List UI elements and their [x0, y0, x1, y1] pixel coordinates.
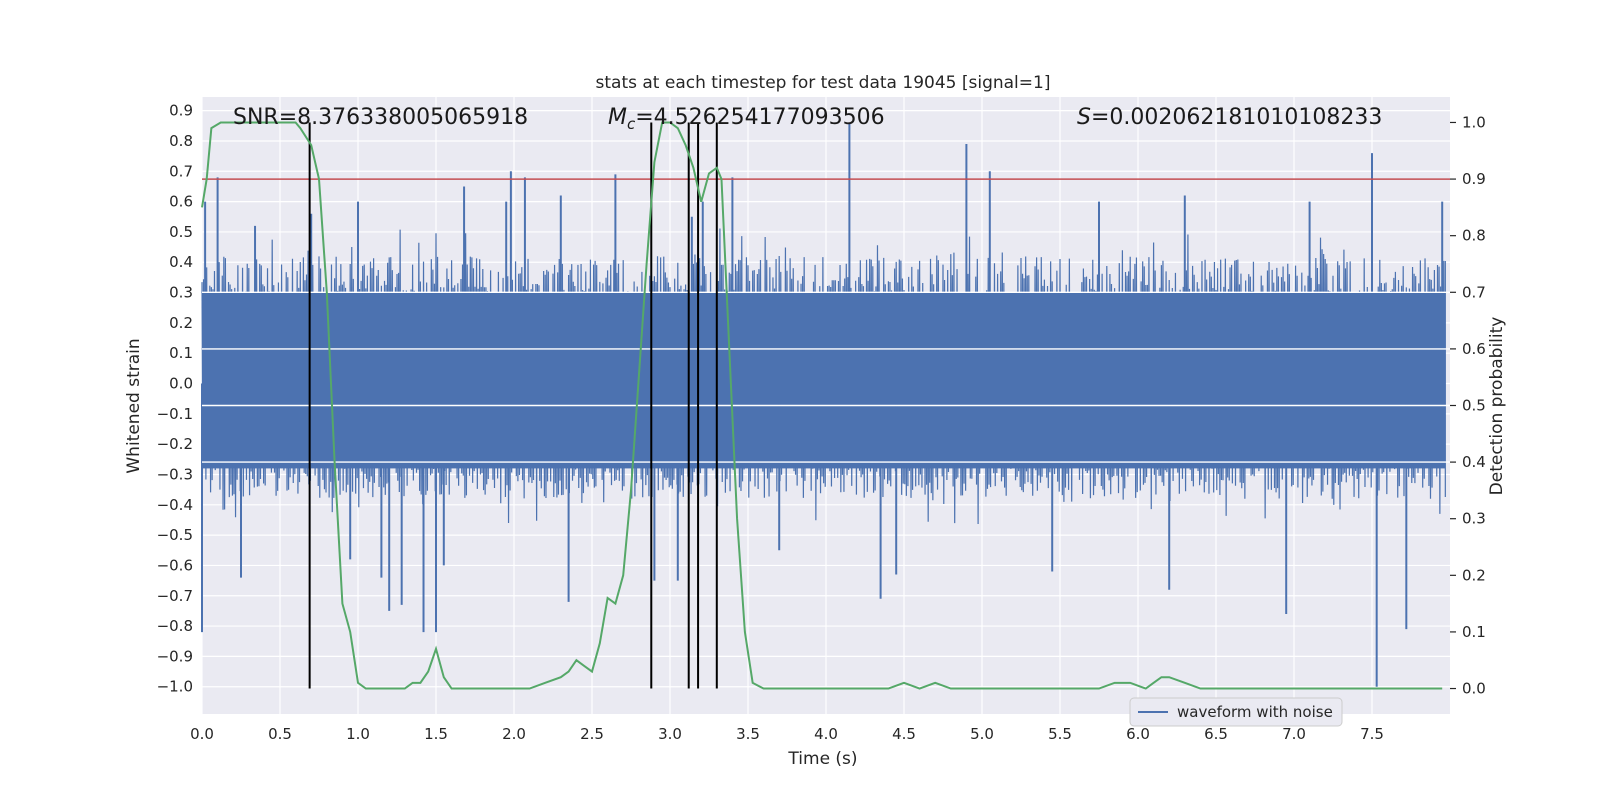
mc-symbol: M: [608, 105, 627, 130]
s-annotation: S=0.002062181010108233: [1077, 105, 1382, 130]
y2-tick-label: 0.7: [1462, 283, 1486, 301]
x-tick-label: 6.0: [1126, 725, 1150, 743]
y-tick-label: 0.7: [169, 162, 193, 180]
x-tick-label: 7.0: [1282, 725, 1306, 743]
y-tick-label: −0.4: [157, 496, 193, 514]
y2-tick-label: 0.5: [1462, 397, 1486, 415]
legend-label: waveform with noise: [1177, 703, 1333, 721]
x-axis-ticks: 0.0 0.5 1.0 1.5 2.0 2.5 3.0 3.5 4.0 4.5 5.0 5.5 6.0 6…: [190, 725, 1384, 743]
x-axis-label: Time (s): [787, 749, 857, 769]
y-tick-label: 0.8: [169, 132, 193, 150]
chart-title: stats at each timestep for test data 190…: [596, 73, 1051, 93]
x-tick-label: 3.5: [736, 725, 760, 743]
y2-tick-label: 0.2: [1462, 566, 1486, 584]
x-tick-label: 4.5: [892, 725, 916, 743]
y2-tick-label: 0.4: [1462, 453, 1486, 471]
chirp-mass-annotation: Mc=4.526254177093506: [608, 105, 885, 133]
y-axis-ticks: 0.9 0.8 0.7 0.6 0.5 0.4 0.3 0.2 0.1 0.0 −0.1 −0.2 −0…: [157, 102, 193, 696]
y-tick-label: −0.3: [157, 465, 193, 483]
overlay-bands: [202, 291, 1450, 463]
x-tick-label: 5.0: [970, 725, 994, 743]
x-tick-label: 1.5: [424, 725, 448, 743]
s-value: =0.002062181010108233: [1091, 105, 1382, 130]
x-tick-label: 0.0: [190, 725, 214, 743]
x-tick-label: 2.5: [580, 725, 604, 743]
y2-axis-ticks: 1.0 0.9 0.8 0.7 0.6 0.5 0.4 0.3 0.2 0.1 0.0: [1450, 113, 1486, 698]
y2-tick-label: 0.8: [1462, 227, 1486, 245]
x-tick-label: 4.0: [814, 725, 838, 743]
probability-line: [201, 121, 1443, 690]
x-tick-label: 1.0: [346, 725, 370, 743]
x-tick-label: 0.5: [268, 725, 292, 743]
y-tick-label: 0.2: [169, 314, 193, 332]
y-tick-label: −0.7: [157, 587, 193, 605]
y-tick-label: 0.0: [169, 375, 193, 393]
y2-tick-label: 0.0: [1462, 680, 1486, 698]
y2-tick-label: 0.3: [1462, 510, 1486, 528]
waveform-series: [201, 122, 1446, 687]
y-tick-label: 0.1: [169, 344, 193, 362]
y-tick-label: −0.9: [157, 647, 193, 665]
y2-tick-label: 1.0: [1462, 113, 1486, 131]
y-tick-label: −0.6: [157, 556, 193, 574]
waveform-core: [202, 292, 1446, 469]
mc-subscript: c: [627, 115, 636, 133]
y-tick-label: −0.8: [157, 617, 193, 635]
y-tick-label: 0.3: [169, 284, 193, 302]
s-symbol: S: [1077, 105, 1091, 130]
y-tick-label: 0.4: [169, 253, 193, 271]
x-tick-label: 6.5: [1204, 725, 1228, 743]
y2-tick-label: 0.6: [1462, 340, 1486, 358]
y-tick-label: 0.5: [169, 223, 193, 241]
y-tick-label: −0.2: [157, 435, 193, 453]
probability-series: [201, 121, 1443, 690]
x-tick-label: 2.0: [502, 725, 526, 743]
y2-tick-label: 0.9: [1462, 170, 1486, 188]
y-tick-label: 0.9: [169, 102, 193, 120]
x-tick-label: 7.5: [1360, 725, 1384, 743]
x-tick-label: 5.5: [1048, 725, 1072, 743]
mc-value: =4.526254177093506: [635, 105, 884, 130]
legend: waveform with noise: [1129, 697, 1343, 727]
vertical-markers: [308, 122, 718, 689]
x-tick-label: 3.0: [658, 725, 682, 743]
legend-box: [1129, 697, 1343, 727]
y-axis-label: Whitened strain: [124, 338, 144, 473]
snr-annotation: SNR=8.376338005065918: [233, 105, 528, 130]
y-tick-label: −0.5: [157, 526, 193, 544]
y2-tick-label: 0.1: [1462, 623, 1486, 641]
y-tick-label: 0.6: [169, 193, 193, 211]
y-tick-label: −0.1: [157, 405, 193, 423]
y2-axis-label: Detection probability: [1487, 317, 1507, 496]
y-tick-label: −1.0: [157, 678, 193, 696]
